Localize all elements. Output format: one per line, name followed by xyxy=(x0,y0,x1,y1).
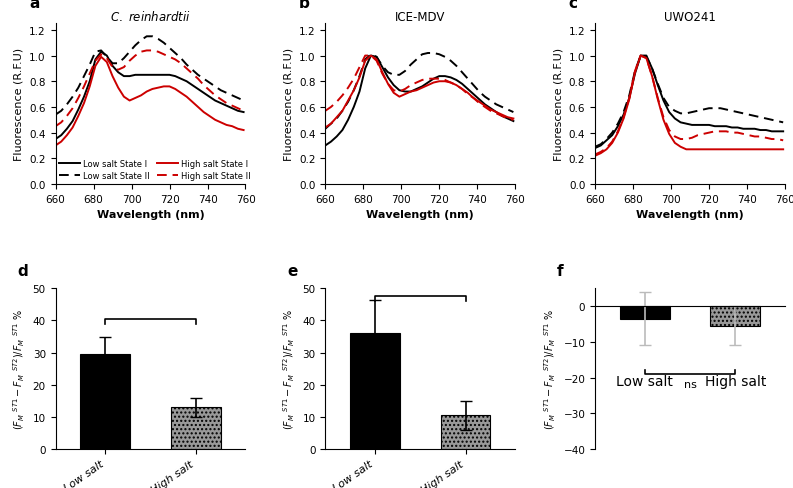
Text: d: d xyxy=(17,264,29,279)
Bar xyxy=(351,334,400,449)
Y-axis label: Fluorescence (R.F.U): Fluorescence (R.F.U) xyxy=(13,48,24,161)
Text: b: b xyxy=(299,0,309,11)
Bar xyxy=(170,407,220,449)
Text: e: e xyxy=(287,264,297,279)
Text: ns: ns xyxy=(684,380,696,389)
Y-axis label: $(F_M\ ^{ST1} - F_M\ ^{ST2})/ F_M\ ^{ST1}\ \%$: $(F_M\ ^{ST1} - F_M\ ^{ST2})/ F_M\ ^{ST1… xyxy=(542,308,558,429)
Y-axis label: $(F_M\ ^{ST1} - F_M\ ^{ST2})/ F_M\ ^{ST1}\ \%$: $(F_M\ ^{ST1} - F_M\ ^{ST2})/ F_M\ ^{ST1… xyxy=(12,308,27,429)
Y-axis label: $(F_M\ ^{ST1} - F_M\ ^{ST2})/ F_M\ ^{ST1}\ \%$: $(F_M\ ^{ST1} - F_M\ ^{ST2})/ F_M\ ^{ST1… xyxy=(282,308,297,429)
Title: UWO241: UWO241 xyxy=(665,11,716,24)
Y-axis label: Fluorescence (R.F.U): Fluorescence (R.F.U) xyxy=(554,48,563,161)
Bar xyxy=(441,415,490,449)
X-axis label: Wavelength (nm): Wavelength (nm) xyxy=(636,210,744,220)
X-axis label: Wavelength (nm): Wavelength (nm) xyxy=(97,210,205,220)
Bar xyxy=(80,354,130,449)
X-axis label: Wavelength (nm): Wavelength (nm) xyxy=(366,210,474,220)
Legend: Low salt State I, Low salt State II, High salt State I, High salt State II: Low salt State I, Low salt State II, Hig… xyxy=(56,157,254,183)
Bar xyxy=(620,306,670,319)
Text: a: a xyxy=(29,0,40,11)
Title: ICE-MDV: ICE-MDV xyxy=(395,11,446,24)
Text: f: f xyxy=(557,264,564,279)
Text: c: c xyxy=(569,0,577,11)
Title: $\it{C.\ reinhardtii}$: $\it{C.\ reinhardtii}$ xyxy=(110,10,191,24)
Y-axis label: Fluorescence (R.F.U): Fluorescence (R.F.U) xyxy=(283,48,293,161)
Bar xyxy=(711,306,760,326)
